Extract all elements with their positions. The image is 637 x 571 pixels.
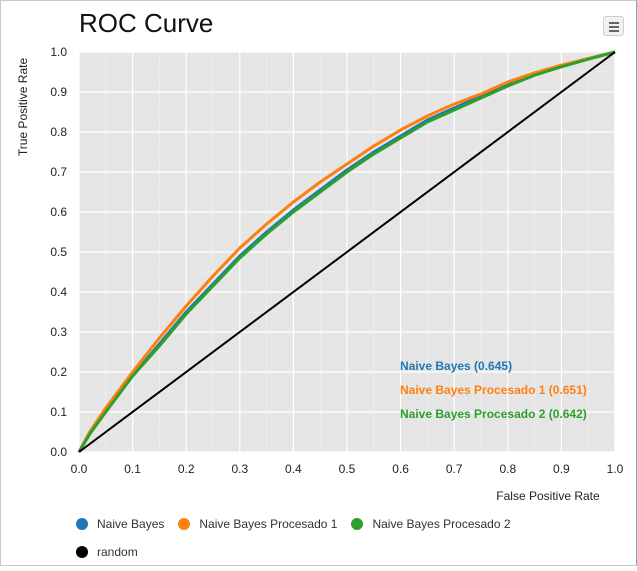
x-tick-label: 0.0 bbox=[71, 462, 88, 476]
legend-row: random bbox=[76, 543, 616, 561]
y-tick-label: 0.4 bbox=[50, 285, 67, 299]
y-tick-label: 0.8 bbox=[50, 125, 67, 139]
legend-label: Naive Bayes bbox=[97, 517, 164, 531]
y-tick-label: 0.2 bbox=[50, 365, 67, 379]
y-tick-label: 0.9 bbox=[50, 85, 67, 99]
auc-annotation: Naive Bayes Procesado 2 (0.642) bbox=[400, 407, 587, 421]
y-tick-label: 1.0 bbox=[50, 45, 67, 59]
legend-label: Naive Bayes Procesado 1 bbox=[199, 517, 337, 531]
x-tick-label: 0.7 bbox=[446, 462, 463, 476]
legend-item[interactable]: random bbox=[76, 545, 138, 559]
y-tick-label: 0.7 bbox=[50, 165, 67, 179]
y-tick-label: 0.5 bbox=[50, 245, 67, 259]
legend-row: Naive Bayes Naive Bayes Procesado 1 Naive … bbox=[76, 515, 616, 533]
x-tick-label: 0.9 bbox=[553, 462, 570, 476]
y-tick-label: 0.3 bbox=[50, 325, 67, 339]
legend-item[interactable]: Naive Bayes Procesado 1 bbox=[178, 517, 337, 531]
legend-item[interactable]: Naive Bayes bbox=[76, 517, 164, 531]
legend-marker bbox=[76, 518, 88, 530]
legend-marker bbox=[351, 518, 363, 530]
y-tick-label: 0.6 bbox=[50, 205, 67, 219]
x-tick-label: 0.4 bbox=[285, 462, 302, 476]
legend-item[interactable]: Naive Bayes Procesado 2 bbox=[351, 517, 510, 531]
legend-marker bbox=[76, 546, 88, 558]
x-tick-label: 0.5 bbox=[339, 462, 356, 476]
x-tick-label: 0.1 bbox=[124, 462, 141, 476]
legend: Naive Bayes Naive Bayes Procesado 1 Naive … bbox=[76, 515, 616, 571]
x-tick-label: 0.6 bbox=[392, 462, 409, 476]
legend-label: random bbox=[97, 545, 138, 559]
x-tick-label: 0.2 bbox=[178, 462, 195, 476]
auc-annotation: Naive Bayes (0.645) bbox=[400, 359, 512, 373]
y-tick-label: 0.0 bbox=[50, 445, 67, 459]
auc-annotation: Naive Bayes Procesado 1 (0.651) bbox=[400, 383, 587, 397]
x-tick-label: 0.3 bbox=[231, 462, 248, 476]
y-axis-label: True Positive Rate bbox=[16, 58, 30, 157]
x-tick-label: 0.8 bbox=[499, 462, 516, 476]
legend-marker bbox=[178, 518, 190, 530]
x-tick-label: 1.0 bbox=[607, 462, 624, 476]
x-axis-label: False Positive Rate bbox=[496, 489, 600, 503]
legend-label: Naive Bayes Procesado 2 bbox=[372, 517, 510, 531]
y-tick-label: 0.1 bbox=[50, 405, 67, 419]
